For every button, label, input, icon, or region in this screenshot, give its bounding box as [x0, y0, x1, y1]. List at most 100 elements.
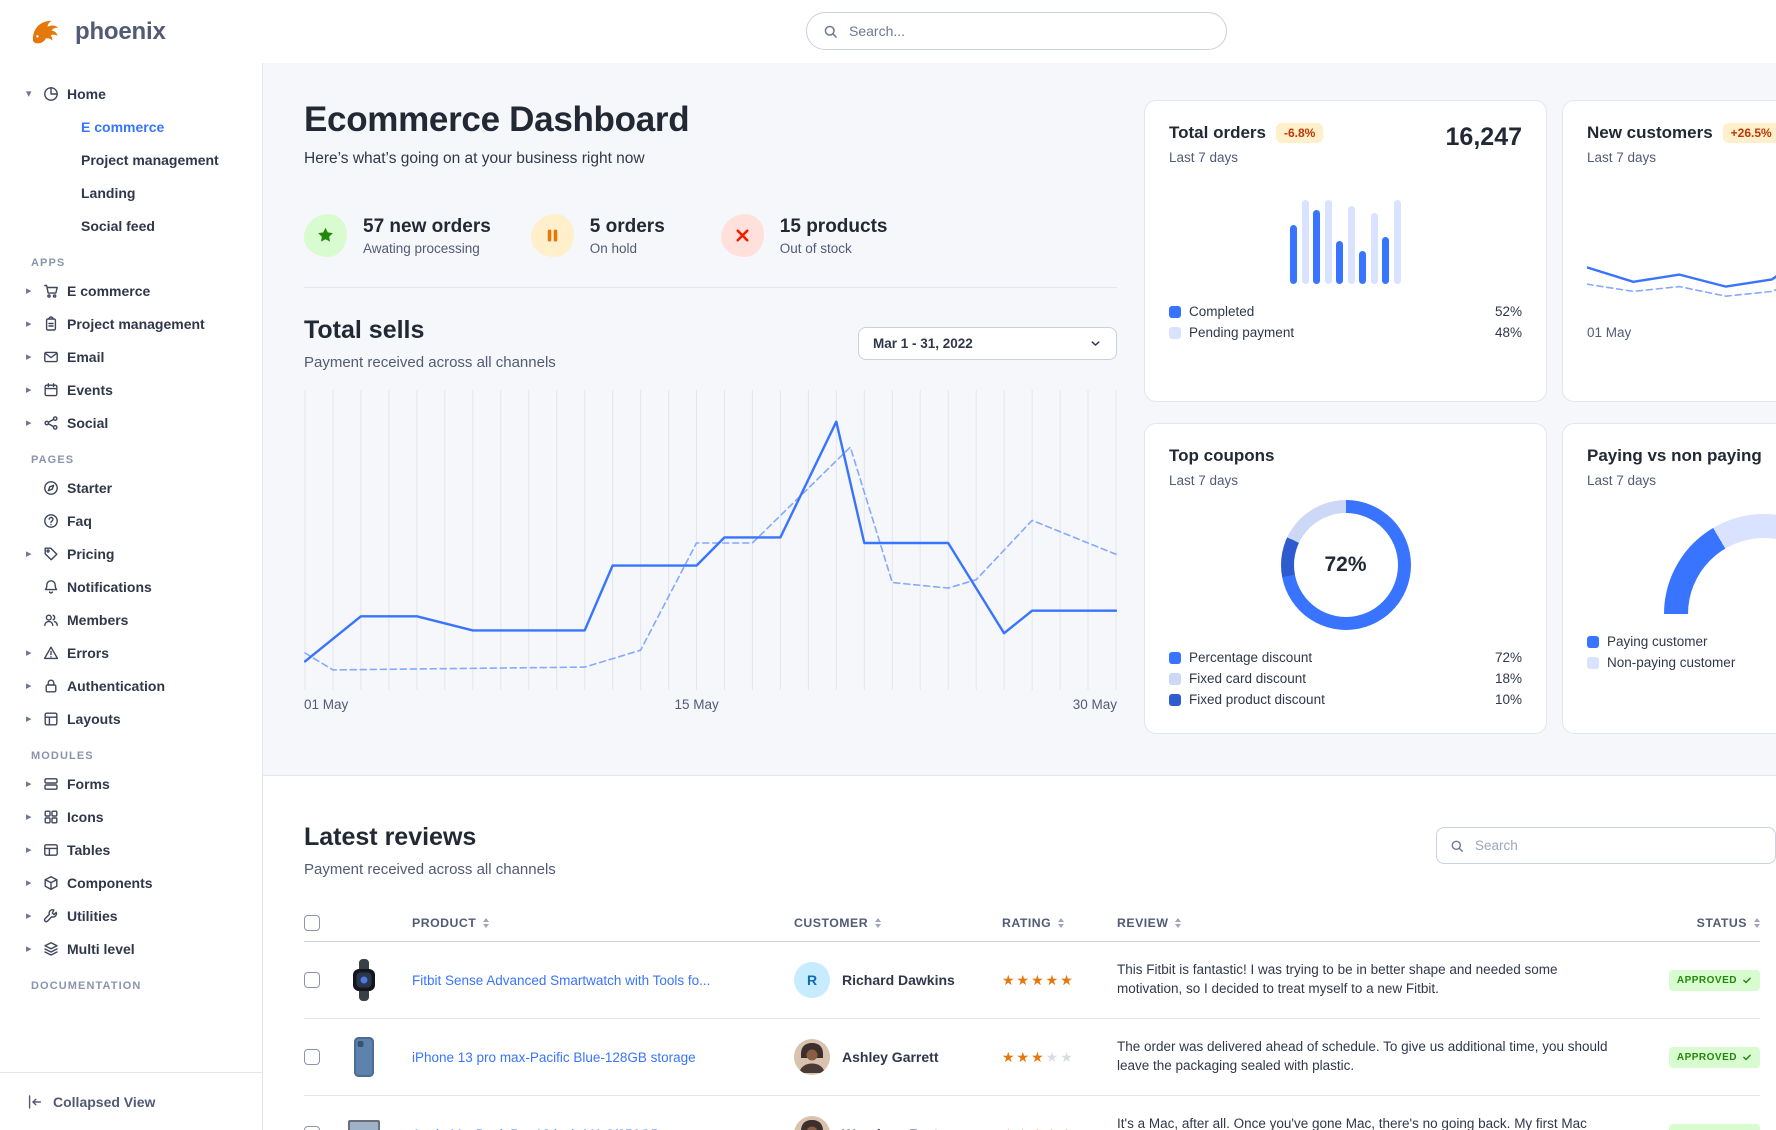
column-review[interactable]: REVIEW — [1117, 916, 1650, 930]
sidebar-item-label: Tables — [67, 841, 111, 858]
latest-reviews-subtitle: Payment received across all channels — [304, 861, 556, 878]
main-content: Ecommerce Dashboard Here’s what’s going … — [263, 63, 1776, 1130]
sidebar-item-layouts[interactable]: ▸ Layouts — [0, 702, 262, 735]
sidebar-item-events[interactable]: ▸ Events — [0, 373, 262, 406]
product-link[interactable]: Fitbit Sense Advanced Smartwatch with To… — [412, 972, 711, 988]
legend-swatch — [1169, 693, 1181, 706]
sidebar-item-starter[interactable]: Starter — [0, 471, 262, 504]
top-coupons-card: Top coupons Last 7 days 72% Percentage d… — [1144, 423, 1547, 734]
column-rating[interactable]: RATING — [1002, 916, 1117, 930]
caret-right-icon: ▸ — [26, 680, 32, 692]
sidebar-item-e-commerce[interactable]: ▸ E commerce — [0, 274, 262, 307]
sidebar-item-errors[interactable]: ▸ Errors — [0, 636, 262, 669]
column-product[interactable]: PRODUCT — [412, 916, 794, 930]
global-search-input[interactable] — [847, 22, 1210, 40]
pause-icon — [530, 214, 574, 257]
reviews-table: PRODUCT CUSTOMER RATING REVIEW — [304, 904, 1760, 1130]
sort-icon[interactable] — [1058, 917, 1065, 928]
sidebar-nav: ▾ Home E commerce Project management Landing… — [0, 77, 262, 993]
product-image[interactable] — [340, 1033, 388, 1081]
sort-icon[interactable] — [1754, 917, 1760, 928]
sidebar-item-label: Multi level — [67, 940, 135, 957]
column-label: REVIEW — [1117, 915, 1169, 930]
sidebar-item-forms[interactable]: ▸ Forms — [0, 767, 262, 800]
coupons-donut-chart: 72% — [1280, 500, 1411, 630]
search-icon — [823, 24, 838, 39]
product-image[interactable] — [340, 1110, 388, 1130]
table-row: iPhone 13 pro max-Pacific Blue-128GB sto… — [304, 1019, 1760, 1096]
collapsed-view-label: Collapsed View — [53, 1093, 156, 1110]
stat-orders-on-hold: 5 orders On hold — [530, 214, 681, 257]
sidebar-item-utilities[interactable]: ▸ Utilities — [0, 899, 262, 932]
donut-center-value: 72% — [1324, 553, 1367, 576]
sidebar-item-home[interactable]: ▾ Home — [0, 77, 262, 110]
sidebar-item-label: Errors — [67, 644, 110, 661]
row-checkbox[interactable] — [304, 1049, 320, 1065]
sidebar-item-landing[interactable]: Landing — [0, 176, 262, 209]
orders-legend: Completed 52% Pending payment 48% — [1169, 301, 1522, 343]
stat-value: 5 orders — [589, 215, 665, 237]
tag-icon — [43, 546, 59, 562]
legend-swatch — [1169, 651, 1181, 664]
warning-icon — [43, 645, 59, 661]
question-icon — [43, 513, 59, 529]
sidebar-item-pricing[interactable]: ▸ Pricing — [0, 537, 262, 570]
sidebar-item-project-management[interactable]: ▸ Project management — [0, 307, 262, 340]
sidebar-item-e-commerce[interactable]: E commerce — [0, 110, 262, 143]
column-customer[interactable]: CUSTOMER — [794, 916, 1002, 930]
caret-right-icon: ▸ — [26, 285, 32, 297]
order-bar — [1347, 206, 1355, 284]
sidebar-item-label: Forms — [67, 775, 110, 792]
sidebar-item-members[interactable]: Members — [0, 603, 262, 636]
nav-section-label: PAGES — [31, 454, 75, 466]
product-link[interactable]: Apple MacBook Pro 13 inch-M1-8/256GB-spa… — [412, 1127, 794, 1130]
sort-icon[interactable] — [875, 917, 882, 928]
card-title: New customers — [1587, 123, 1713, 142]
check-icon — [1743, 1054, 1751, 1061]
sidebar-item-tables[interactable]: ▸ Tables — [0, 833, 262, 866]
row-checkbox[interactable] — [304, 972, 320, 988]
product-image[interactable] — [340, 956, 388, 1004]
sidebar-item-label: Members — [67, 611, 129, 628]
global-search[interactable] — [806, 12, 1227, 50]
reviews-search-input[interactable] — [1473, 837, 1762, 854]
caret-right-icon: ▸ — [26, 318, 32, 330]
avatar — [794, 1039, 830, 1075]
page-title: Ecommerce Dashboard — [304, 100, 690, 139]
pie-icon — [43, 86, 59, 102]
sidebar-item-social[interactable]: ▸ Social — [0, 406, 262, 439]
order-bar — [1313, 209, 1321, 284]
customer-name: Woodrow Burton — [842, 1126, 955, 1130]
collapsed-view-toggle[interactable]: Collapsed View — [0, 1072, 262, 1130]
sidebar-item-multi-level[interactable]: ▸ Multi level — [0, 932, 262, 965]
card-title: Top coupons — [1169, 446, 1275, 465]
brand[interactable]: phoenix — [27, 17, 166, 47]
sidebar-item-icons[interactable]: ▸ Icons — [0, 800, 262, 833]
legend-label: Non-paying customer — [1607, 655, 1736, 670]
x-axis-labels: 01 May 15 May 30 May — [304, 697, 1117, 712]
date-range-select[interactable]: Mar 1 - 31, 2022 — [858, 327, 1117, 360]
table-body: Fitbit Sense Advanced Smartwatch with To… — [304, 942, 1760, 1130]
column-status[interactable]: STATUS — [1650, 916, 1760, 930]
total-orders-card: Total orders -6.8% Last 7 days 16,247 Co… — [1144, 100, 1547, 402]
sidebar-item-email[interactable]: ▸ Email — [0, 340, 262, 373]
product-link[interactable]: iPhone 13 pro max-Pacific Blue-128GB sto… — [412, 1049, 696, 1065]
sidebar-item-components[interactable]: ▸ Components — [0, 866, 262, 899]
sort-icon[interactable] — [483, 917, 490, 928]
sidebar-item-social-feed[interactable]: Social feed — [0, 209, 262, 242]
sidebar-item-notifications[interactable]: Notifications — [0, 570, 262, 603]
row-checkbox[interactable] — [304, 1126, 320, 1130]
x-tick: 01 May — [304, 697, 349, 712]
caret-right-icon: ▸ — [26, 811, 32, 823]
legend-label: Pending payment — [1189, 325, 1295, 340]
sidebar-item-authentication[interactable]: ▸ Authentication — [0, 669, 262, 702]
legend-value: 10% — [1494, 692, 1522, 707]
sort-icon[interactable] — [1175, 917, 1182, 928]
reviews-search[interactable] — [1436, 827, 1776, 864]
sidebar-item-faq[interactable]: Faq — [0, 504, 262, 537]
select-all-checkbox[interactable] — [304, 914, 320, 931]
sidebar-item-label: Social feed — [81, 217, 155, 234]
legend-swatch — [1169, 326, 1181, 339]
caret-right-icon: ▸ — [26, 943, 32, 955]
sidebar-item-project-management[interactable]: Project management — [0, 143, 262, 176]
